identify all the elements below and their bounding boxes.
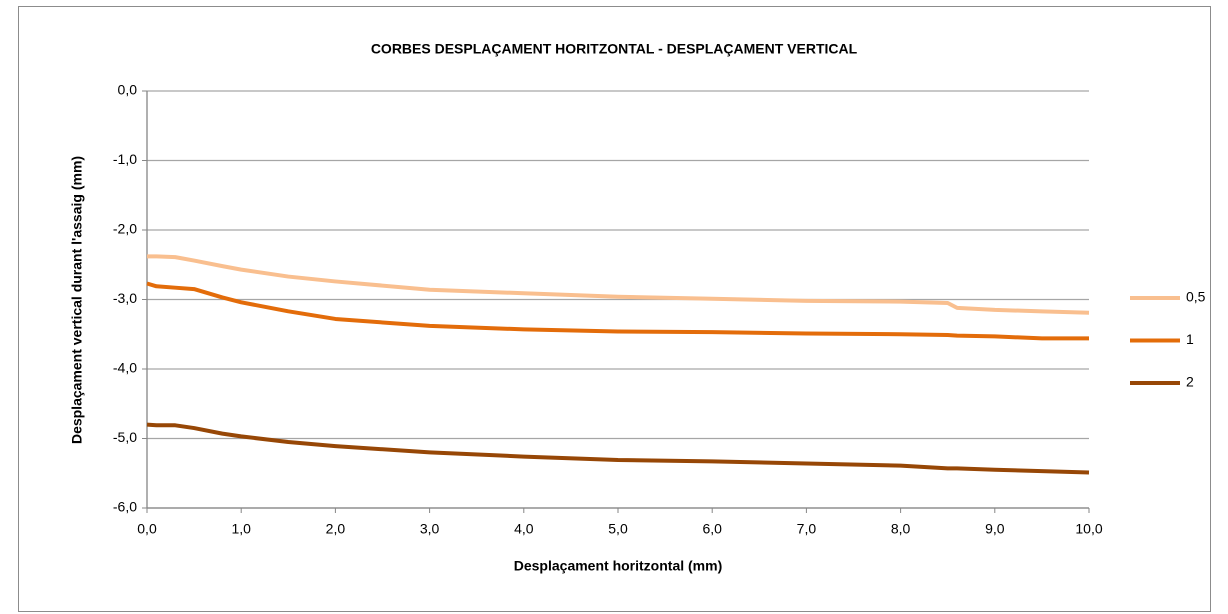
y-axis-title: Desplaçament vertical durant l'assaig (m… xyxy=(69,156,85,444)
y-tick-label: 0,0 xyxy=(118,82,138,98)
x-tick-label: 9,0 xyxy=(985,521,1005,537)
y-tick-label: -3,0 xyxy=(113,290,137,306)
series-line xyxy=(146,281,1089,341)
legend-label: 0,5 xyxy=(1186,289,1206,305)
x-tick-label: 3,0 xyxy=(420,521,440,537)
x-tick-label: 6,0 xyxy=(702,521,722,537)
legend-label: 2 xyxy=(1186,374,1194,390)
series-line xyxy=(146,422,1090,475)
x-axis-title: Desplaçament horitzontal (mm) xyxy=(514,558,722,574)
y-tick-label: -6,0 xyxy=(113,499,137,515)
series-line xyxy=(147,254,1090,315)
x-tick-label: 4,0 xyxy=(514,521,534,537)
x-tick-label: 2,0 xyxy=(326,521,346,537)
y-tick-label: -1,0 xyxy=(113,151,137,167)
chart-title: CORBES DESPLAÇAMENT HORITZONTAL - DESPLA… xyxy=(371,41,858,57)
x-tick-label: 7,0 xyxy=(797,521,817,537)
x-tick-label: 0,0 xyxy=(137,521,157,537)
y-tick-label: -5,0 xyxy=(113,429,137,445)
y-tick-label: -2,0 xyxy=(113,221,137,237)
x-tick-label: 10,0 xyxy=(1075,521,1102,537)
legend-label: 1 xyxy=(1186,331,1194,347)
x-tick-label: 5,0 xyxy=(608,521,628,537)
y-tick-label: -4,0 xyxy=(113,360,137,376)
x-tick-label: 8,0 xyxy=(891,521,911,537)
x-tick-label: 1,0 xyxy=(231,521,251,537)
